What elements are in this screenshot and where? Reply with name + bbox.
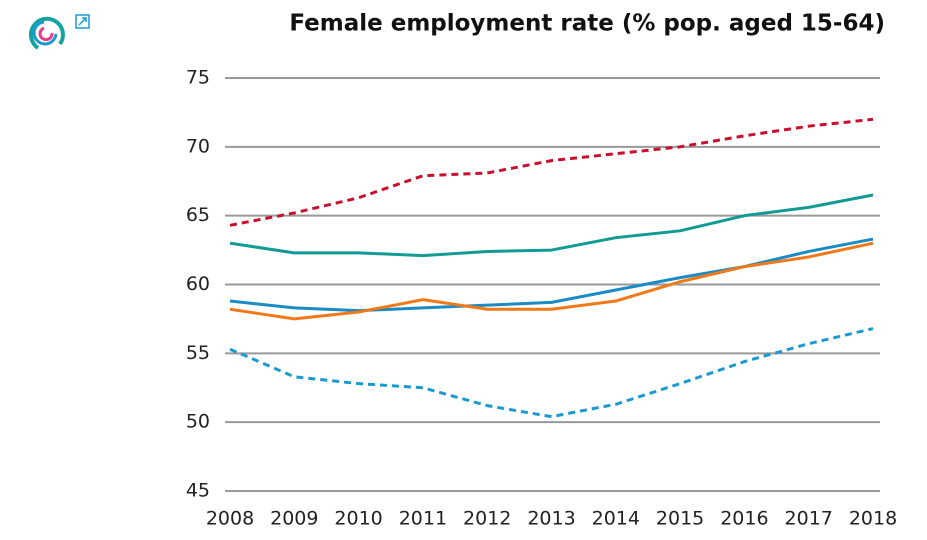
y-tick-label: 75 (186, 67, 210, 89)
x-tick-label: 2012 (463, 508, 511, 530)
y-tick-label: 60 (186, 273, 210, 295)
y-tick-label: 70 (186, 135, 210, 157)
y-tick-label: 55 (186, 342, 210, 364)
x-tick-label: 2015 (656, 508, 704, 530)
x-tick-label: 2018 (849, 508, 897, 530)
x-tick-label: 2014 (592, 508, 640, 530)
y-tick-label: 65 (186, 204, 210, 226)
y-tick-label: 50 (186, 411, 210, 433)
y-tick-label: 45 (186, 480, 210, 502)
line-series (229, 117, 874, 227)
x-tick-label: 2011 (399, 508, 447, 530)
external-link-icon[interactable] (75, 14, 90, 29)
line-series (229, 327, 874, 419)
line-series (229, 193, 874, 258)
x-tick-label: 2010 (334, 508, 382, 530)
line-series (229, 241, 874, 321)
x-tick-label: 2009 (270, 508, 318, 530)
x-tick-label: 2013 (527, 508, 575, 530)
x-tick-label: 2016 (720, 508, 768, 530)
line-series (229, 237, 874, 313)
x-tick-label: 2008 (206, 508, 254, 530)
logo (28, 16, 65, 50)
x-tick-label: 2017 (785, 508, 833, 530)
chart-title: Female employment rate (% pop. aged 15-6… (289, 11, 885, 37)
